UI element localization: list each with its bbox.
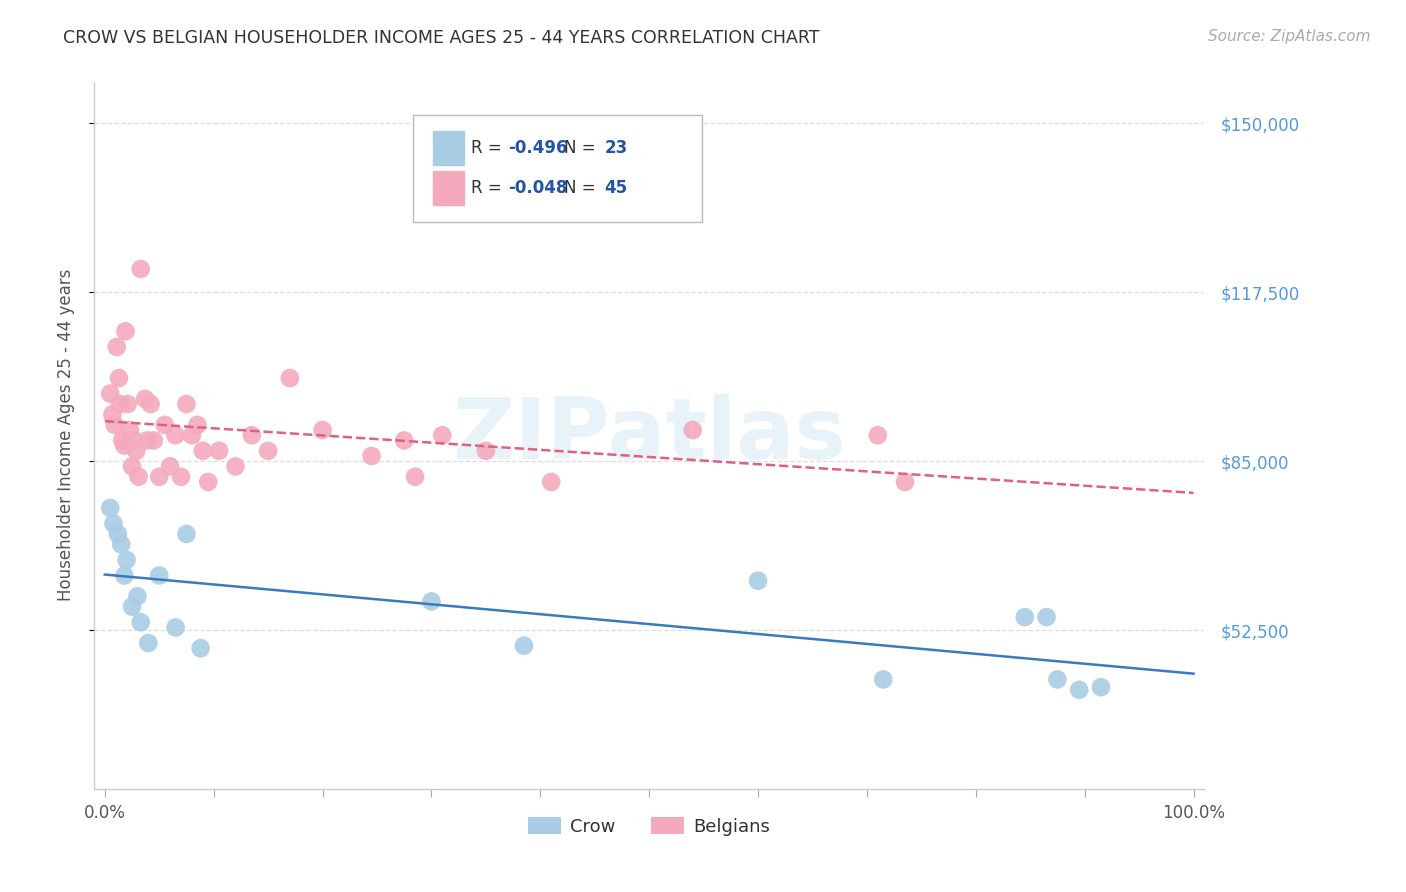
Point: [139, 397, 162, 411]
Text: -0.048: -0.048: [508, 179, 568, 197]
Y-axis label: Householder Income Ages 25 - 44 years: Householder Income Ages 25 - 44 years: [58, 269, 75, 601]
Point: [134, 392, 156, 406]
Point: [112, 439, 135, 453]
Point: [475, 443, 498, 458]
Point: [1090, 680, 1112, 694]
Point: [176, 527, 198, 541]
Point: [127, 589, 149, 603]
Point: [240, 428, 263, 442]
Point: [101, 408, 124, 422]
Text: 23: 23: [605, 138, 628, 157]
Point: [165, 428, 187, 442]
Text: R =: R =: [471, 138, 508, 157]
Point: [872, 673, 894, 687]
Point: [180, 428, 202, 442]
Point: [1035, 610, 1057, 624]
Bar: [433, 130, 464, 165]
Point: [1046, 673, 1069, 687]
Point: [121, 599, 143, 614]
Point: [117, 397, 139, 411]
Text: Source: ZipAtlas.com: Source: ZipAtlas.com: [1208, 29, 1371, 44]
Point: [404, 470, 426, 484]
Point: [186, 417, 208, 432]
Point: [98, 386, 121, 401]
Point: [191, 443, 214, 458]
Point: [513, 639, 536, 653]
FancyBboxPatch shape: [412, 115, 703, 222]
Text: N =: N =: [564, 138, 600, 157]
Point: [159, 459, 181, 474]
Point: [197, 475, 219, 489]
Legend: Crow, Belgians: Crow, Belgians: [522, 810, 778, 843]
Text: N =: N =: [564, 179, 600, 197]
Point: [98, 500, 121, 515]
Point: [894, 475, 917, 489]
Point: [866, 428, 889, 442]
Point: [125, 443, 148, 458]
Point: [111, 434, 134, 448]
Point: [224, 459, 246, 474]
Point: [114, 324, 136, 338]
Point: [1014, 610, 1036, 624]
Point: [176, 397, 198, 411]
Point: [108, 397, 131, 411]
Text: R =: R =: [471, 179, 508, 197]
Point: [118, 423, 141, 437]
Point: [278, 371, 301, 385]
Point: [148, 568, 170, 582]
Text: ZIPatlas: ZIPatlas: [453, 393, 846, 476]
Text: CROW VS BELGIAN HOUSEHOLDER INCOME AGES 25 - 44 YEARS CORRELATION CHART: CROW VS BELGIAN HOUSEHOLDER INCOME AGES …: [63, 29, 820, 46]
Point: [129, 615, 152, 630]
Text: 45: 45: [605, 179, 628, 197]
Point: [747, 574, 769, 588]
Point: [112, 568, 135, 582]
Point: [110, 537, 132, 551]
Point: [257, 443, 280, 458]
Point: [103, 516, 125, 531]
Point: [122, 434, 145, 448]
Point: [360, 449, 382, 463]
Point: [540, 475, 562, 489]
Point: [165, 620, 187, 634]
Point: [148, 470, 170, 484]
Point: [432, 428, 454, 442]
Point: [1069, 682, 1091, 697]
Point: [682, 423, 704, 437]
Point: [105, 340, 128, 354]
Point: [153, 417, 176, 432]
Point: [129, 262, 152, 277]
Point: [190, 641, 212, 656]
Point: [170, 470, 193, 484]
Point: [128, 470, 150, 484]
Point: [392, 434, 415, 448]
Point: [138, 636, 160, 650]
Point: [420, 594, 443, 608]
Point: [136, 434, 159, 448]
Point: [121, 459, 143, 474]
Point: [104, 417, 127, 432]
Point: [208, 443, 231, 458]
Point: [107, 527, 129, 541]
Point: [142, 434, 165, 448]
Text: -0.496: -0.496: [508, 138, 568, 157]
Point: [108, 371, 131, 385]
Bar: [433, 171, 464, 205]
Point: [115, 553, 138, 567]
Point: [311, 423, 333, 437]
